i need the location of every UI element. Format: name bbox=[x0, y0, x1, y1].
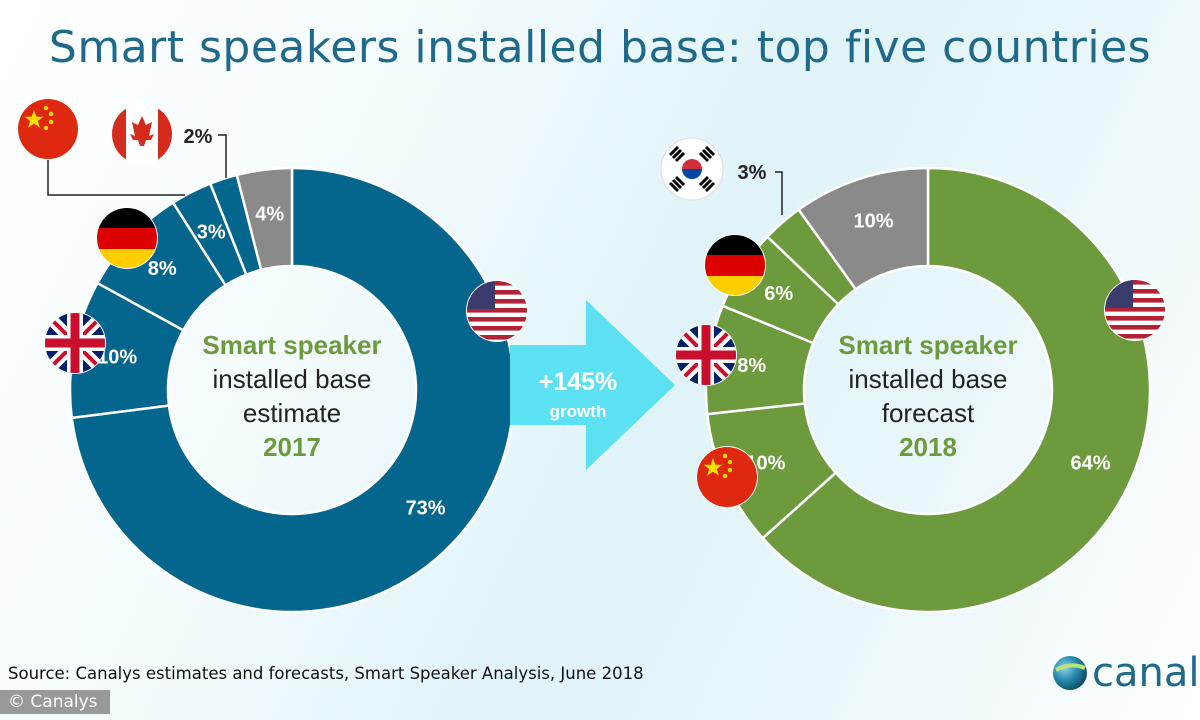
uk-flag-icon bbox=[44, 312, 106, 374]
slice-label-usa: 64% bbox=[1071, 453, 1111, 475]
slice-label-others: 4% bbox=[255, 203, 284, 225]
slice-label-others: 10% bbox=[854, 211, 894, 233]
germany-flag-icon-2018 bbox=[704, 234, 766, 296]
south-korea-flag-icon bbox=[660, 137, 724, 201]
center-text-line-2: installed base bbox=[849, 364, 1008, 394]
center-text-line-3: forecast bbox=[882, 398, 975, 428]
donut-chart-2017: 73% 10% 8% 3% 2% 4% Smart speaker installed bas… bbox=[68, 126, 516, 614]
canada-flag-icon bbox=[111, 103, 173, 165]
slice-others bbox=[235, 166, 294, 272]
center-text-line-2: installed base bbox=[213, 364, 372, 394]
growth-value: +145% bbox=[539, 368, 618, 396]
slice-label-canada: 2% bbox=[184, 126, 213, 148]
copyright-badge: © Canalys bbox=[0, 690, 110, 714]
growth-label: growth bbox=[550, 402, 607, 421]
center-text-line-4: 2018 bbox=[899, 432, 957, 462]
leader-line-china-2017 bbox=[47, 160, 185, 196]
slice-label-germany: 6% bbox=[764, 283, 793, 305]
leader-line-canada-2017 bbox=[218, 134, 227, 178]
slice-others bbox=[796, 166, 930, 291]
center-text-line-1: Smart speaker bbox=[202, 330, 381, 360]
slice-label-china: 3% bbox=[197, 221, 226, 243]
slice-label-usa: 73% bbox=[406, 498, 446, 520]
slice-label-south-korea: 3% bbox=[738, 162, 767, 184]
page-title: Smart speakers installed base: top five … bbox=[48, 22, 1152, 73]
slice-label-germany: 8% bbox=[148, 258, 177, 280]
china-flag-icon bbox=[17, 98, 79, 160]
slice-label-uk: 10% bbox=[97, 347, 137, 369]
source-note: Source: Canalys estimates and forecasts,… bbox=[8, 664, 644, 683]
germany-flag-icon bbox=[96, 207, 158, 269]
usa-flag-icon bbox=[466, 280, 528, 342]
canalys-logo-icon bbox=[1053, 656, 1087, 690]
growth-arrow: +145% growth bbox=[510, 300, 675, 470]
center-text-line-4: 2017 bbox=[263, 432, 321, 462]
canalys-logo-text: canaly bbox=[1092, 650, 1200, 696]
china-flag-icon-2018 bbox=[696, 446, 758, 508]
center-text-line-3: estimate bbox=[243, 398, 341, 428]
leader-line-korea-2018 bbox=[775, 171, 783, 215]
slice-label-uk: 8% bbox=[737, 355, 766, 377]
uk-flag-icon-2018 bbox=[675, 324, 737, 386]
usa-flag-icon-2018 bbox=[1104, 279, 1166, 341]
center-text-line-1: Smart speaker bbox=[838, 330, 1017, 360]
